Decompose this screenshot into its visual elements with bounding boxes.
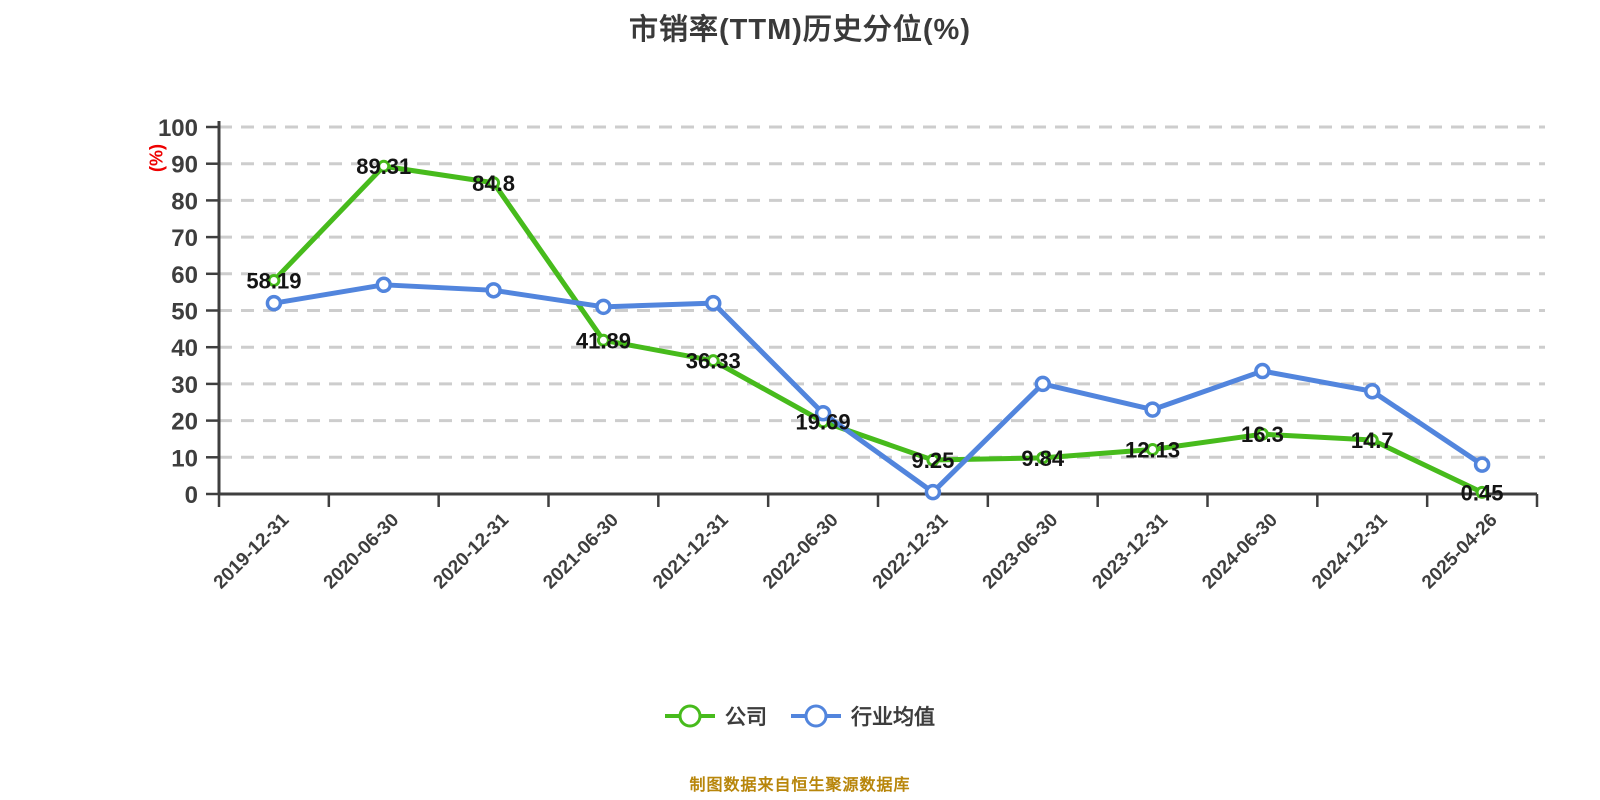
x-tick-label: 2022-12-31: [869, 509, 953, 593]
data-label: 58.19: [246, 268, 301, 293]
series-line-0: [271, 163, 1485, 495]
y-tick-label: 0: [185, 482, 198, 509]
data-point[interactable]: [814, 405, 832, 422]
data-point[interactable]: [267, 273, 281, 287]
x-tick-label: 2023-12-31: [1089, 509, 1173, 593]
data-point[interactable]: [1036, 451, 1050, 465]
y-tick-label: 40: [171, 335, 198, 362]
x-tick-label: 2021-12-31: [649, 509, 733, 593]
legend-marker-icon: [791, 704, 841, 728]
data-point[interactable]: [265, 294, 283, 312]
data-point[interactable]: [1364, 382, 1381, 400]
data-source-note: 制图数据来自恒生聚源数据库: [689, 777, 911, 794]
data-point[interactable]: [1144, 401, 1161, 418]
data-label: 9.25: [912, 448, 955, 473]
legend-label: 公司: [725, 706, 767, 729]
y-tick-label: 90: [171, 152, 198, 179]
data-label: 12.13: [1125, 437, 1180, 462]
data-label: 19.69: [796, 410, 851, 435]
x-tick-label: 2025-04-26: [1418, 510, 1502, 594]
x-tick-label: 2024-12-31: [1308, 509, 1392, 593]
data-point[interactable]: [485, 282, 502, 299]
x-tick-label: 2024-06-30: [1198, 510, 1282, 594]
y-tick-label: 100: [158, 115, 198, 142]
data-point[interactable]: [595, 298, 612, 316]
y-tick-label: 10: [171, 445, 198, 472]
data-label: 36.33: [686, 349, 741, 374]
data-label: 41.89: [576, 328, 631, 353]
data-point[interactable]: [1254, 362, 1271, 380]
legend-label: 行业均值: [851, 706, 935, 729]
legend-marker-icon: [665, 704, 715, 728]
data-point[interactable]: [1475, 485, 1489, 499]
x-tick-label: 2023-06-30: [979, 510, 1063, 594]
data-label: 0.45: [1461, 480, 1504, 505]
data-point[interactable]: [1034, 375, 1051, 393]
series-line-1: [271, 282, 1485, 495]
data-point[interactable]: [375, 276, 392, 294]
x-tick-label: 2021-06-30: [539, 510, 623, 594]
x-tick-label: 2020-06-30: [320, 510, 404, 594]
data-point[interactable]: [596, 333, 610, 347]
data-point[interactable]: [1255, 427, 1269, 441]
x-tick-label: 2019-12-31: [210, 509, 294, 593]
data-label: 84.8: [472, 171, 515, 196]
y-tick-label: 80: [171, 188, 198, 215]
data-label: 89.31: [356, 154, 411, 179]
x-tick-label: 2020-12-31: [430, 509, 514, 593]
data-point[interactable]: [926, 453, 940, 467]
data-point[interactable]: [377, 159, 391, 173]
data-point[interactable]: [1365, 433, 1379, 447]
data-point[interactable]: [1473, 456, 1491, 473]
legend: 公司 行业均值: [0, 701, 1600, 731]
chart-title: 市销率(TTM)历史分位(%): [628, 14, 971, 46]
y-tick-label: 50: [171, 299, 198, 326]
data-label: 14.7: [1351, 428, 1394, 453]
y-tick-label: 70: [171, 225, 198, 252]
plot-area: 0 10 20 30 40 50 60 70 80 90 100 2019-12-31 2020-06-…: [158, 115, 1545, 594]
data-point[interactable]: [487, 176, 501, 190]
legend-item-1[interactable]: 行业均值: [791, 701, 935, 731]
x-tick-label: 2022-06-30: [759, 510, 843, 594]
data-point[interactable]: [705, 294, 722, 312]
y-tick-label: 60: [171, 262, 198, 289]
y-tick-label: 30: [171, 372, 198, 399]
data-point[interactable]: [924, 483, 942, 501]
data-label: 9.84: [1021, 446, 1065, 471]
data-label: 16.3: [1241, 422, 1284, 447]
data-point[interactable]: [706, 354, 720, 368]
data-point[interactable]: [1146, 442, 1160, 456]
legend-item-0[interactable]: 公司: [665, 701, 767, 731]
y-tick-label: 20: [171, 409, 198, 436]
